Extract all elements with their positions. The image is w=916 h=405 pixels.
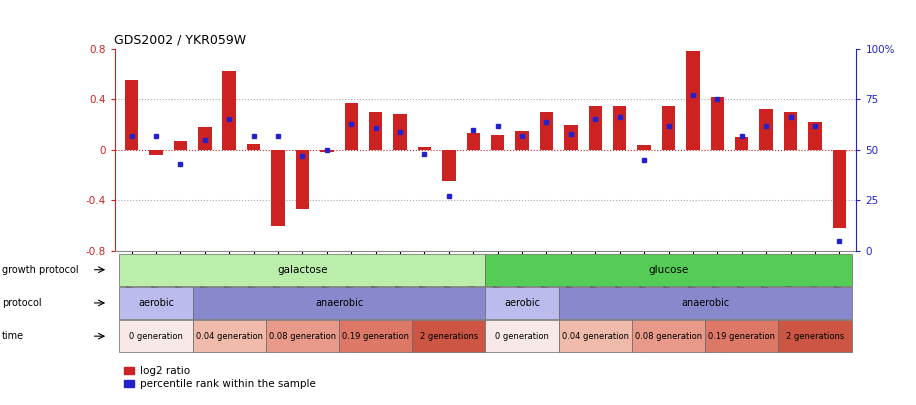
- FancyBboxPatch shape: [412, 320, 485, 352]
- FancyBboxPatch shape: [192, 287, 485, 319]
- Text: anaerobic: anaerobic: [315, 298, 363, 308]
- Text: 2 generations: 2 generations: [786, 332, 844, 341]
- Text: 0.19 generation: 0.19 generation: [343, 332, 409, 341]
- FancyBboxPatch shape: [632, 320, 705, 352]
- Text: 0 generation: 0 generation: [496, 332, 549, 341]
- Bar: [442, 150, 455, 181]
- FancyBboxPatch shape: [339, 320, 412, 352]
- FancyBboxPatch shape: [485, 254, 852, 286]
- Text: 0.04 generation: 0.04 generation: [196, 332, 263, 341]
- Text: galactose: galactose: [278, 265, 328, 275]
- Bar: [759, 109, 773, 150]
- Text: aerobic: aerobic: [138, 298, 174, 308]
- FancyBboxPatch shape: [779, 320, 852, 352]
- Bar: [564, 125, 578, 150]
- Text: 0.04 generation: 0.04 generation: [562, 332, 628, 341]
- Bar: [271, 150, 285, 226]
- Text: 0.08 generation: 0.08 generation: [635, 332, 702, 341]
- Bar: [344, 103, 358, 150]
- Text: 2 generations: 2 generations: [420, 332, 478, 341]
- FancyBboxPatch shape: [119, 287, 192, 319]
- Text: aerobic: aerobic: [504, 298, 540, 308]
- Bar: [296, 150, 309, 209]
- Bar: [808, 122, 822, 150]
- Text: 0 generation: 0 generation: [129, 332, 183, 341]
- Text: growth protocol: growth protocol: [2, 265, 79, 275]
- Bar: [198, 127, 212, 150]
- Bar: [613, 106, 627, 150]
- FancyBboxPatch shape: [192, 320, 266, 352]
- Bar: [638, 145, 651, 150]
- Bar: [540, 112, 553, 150]
- Bar: [784, 112, 797, 150]
- Text: anaerobic: anaerobic: [681, 298, 729, 308]
- Text: glucose: glucose: [649, 265, 689, 275]
- Bar: [516, 131, 529, 150]
- Bar: [125, 80, 138, 150]
- Text: GDS2002 / YKR059W: GDS2002 / YKR059W: [114, 33, 246, 46]
- FancyBboxPatch shape: [559, 287, 852, 319]
- Legend: log2 ratio, percentile rank within the sample: log2 ratio, percentile rank within the s…: [120, 362, 320, 394]
- Bar: [369, 112, 382, 150]
- Bar: [247, 143, 260, 150]
- FancyBboxPatch shape: [485, 320, 559, 352]
- Text: 0.19 generation: 0.19 generation: [708, 332, 775, 341]
- Bar: [833, 150, 846, 228]
- Bar: [711, 97, 724, 150]
- Bar: [491, 134, 505, 150]
- Bar: [662, 106, 675, 150]
- Bar: [589, 106, 602, 150]
- FancyBboxPatch shape: [705, 320, 779, 352]
- FancyBboxPatch shape: [119, 320, 192, 352]
- FancyBboxPatch shape: [485, 287, 559, 319]
- Text: 0.08 generation: 0.08 generation: [269, 332, 336, 341]
- FancyBboxPatch shape: [266, 320, 339, 352]
- FancyBboxPatch shape: [119, 254, 485, 286]
- Text: time: time: [2, 331, 24, 341]
- Bar: [686, 51, 700, 150]
- Bar: [466, 133, 480, 150]
- FancyBboxPatch shape: [559, 320, 632, 352]
- Bar: [174, 141, 187, 150]
- Bar: [223, 71, 236, 150]
- Bar: [418, 147, 431, 150]
- Bar: [393, 115, 407, 150]
- Text: protocol: protocol: [2, 298, 41, 308]
- Bar: [735, 137, 748, 150]
- Bar: [149, 150, 163, 155]
- Bar: [320, 150, 333, 152]
